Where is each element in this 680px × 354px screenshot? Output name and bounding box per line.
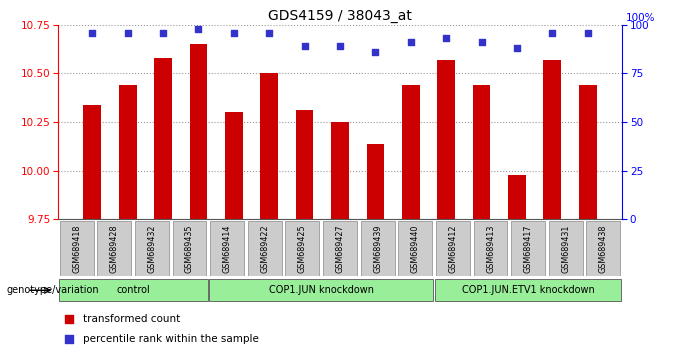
Text: COP1.JUN knockdown: COP1.JUN knockdown xyxy=(269,285,374,295)
Bar xyxy=(586,221,620,276)
Bar xyxy=(84,105,101,219)
Bar xyxy=(437,60,455,219)
Point xyxy=(64,317,75,322)
Text: GSM689422: GSM689422 xyxy=(260,224,269,273)
Text: GSM689428: GSM689428 xyxy=(109,224,119,273)
Bar xyxy=(579,85,596,219)
Text: 100%: 100% xyxy=(626,13,655,23)
Point xyxy=(158,30,169,35)
Point xyxy=(299,44,310,49)
Text: GSM689439: GSM689439 xyxy=(373,224,382,273)
Text: transformed count: transformed count xyxy=(83,314,180,325)
Bar xyxy=(260,74,278,219)
Text: genotype/variation: genotype/variation xyxy=(7,285,99,295)
Text: GDS4159 / 38043_at: GDS4159 / 38043_at xyxy=(268,9,412,23)
Bar xyxy=(367,143,384,219)
Bar xyxy=(508,175,526,219)
Text: GSM689414: GSM689414 xyxy=(222,224,232,273)
Text: GSM689413: GSM689413 xyxy=(486,224,495,273)
Bar xyxy=(135,221,169,276)
Text: GSM689440: GSM689440 xyxy=(411,224,420,273)
Point xyxy=(335,44,345,49)
Point xyxy=(547,30,558,35)
Bar xyxy=(296,110,313,219)
Text: GSM689418: GSM689418 xyxy=(72,224,81,273)
Point xyxy=(476,40,487,45)
Text: GSM689427: GSM689427 xyxy=(335,224,345,273)
Point xyxy=(441,35,452,41)
Bar xyxy=(402,85,420,219)
Point xyxy=(582,30,593,35)
Bar xyxy=(511,221,545,276)
Bar xyxy=(473,221,507,276)
Point xyxy=(193,26,204,32)
Text: GSM689435: GSM689435 xyxy=(185,224,194,273)
Text: control: control xyxy=(116,285,150,295)
Bar xyxy=(549,221,583,276)
Bar xyxy=(97,221,131,276)
Bar xyxy=(543,60,561,219)
Text: GSM689438: GSM689438 xyxy=(599,224,608,273)
Bar xyxy=(323,221,357,276)
Bar xyxy=(210,221,244,276)
Point xyxy=(122,30,133,35)
Point xyxy=(228,30,239,35)
Bar xyxy=(190,44,207,219)
Text: COP1.JUN.ETV1 knockdown: COP1.JUN.ETV1 knockdown xyxy=(462,285,594,295)
Bar xyxy=(248,221,282,276)
Text: GSM689412: GSM689412 xyxy=(448,224,458,273)
Bar xyxy=(435,279,622,302)
Bar xyxy=(331,122,349,219)
Bar xyxy=(58,279,207,302)
Bar xyxy=(173,221,207,276)
Bar xyxy=(436,221,470,276)
Bar xyxy=(286,221,320,276)
Point xyxy=(370,49,381,55)
Text: GSM689425: GSM689425 xyxy=(298,224,307,273)
Text: GSM689432: GSM689432 xyxy=(148,224,156,273)
Bar xyxy=(119,85,137,219)
Bar xyxy=(154,58,172,219)
Text: percentile rank within the sample: percentile rank within the sample xyxy=(83,334,259,344)
Point xyxy=(511,45,522,51)
Text: GSM689417: GSM689417 xyxy=(524,224,532,273)
Bar xyxy=(473,85,490,219)
Bar xyxy=(60,221,94,276)
Point xyxy=(64,336,75,342)
Bar xyxy=(360,221,394,276)
Point xyxy=(87,30,98,35)
Text: GSM689431: GSM689431 xyxy=(561,224,571,273)
Point xyxy=(405,40,416,45)
Bar xyxy=(225,112,243,219)
Bar xyxy=(398,221,432,276)
Point xyxy=(264,30,275,35)
Bar xyxy=(209,279,433,302)
